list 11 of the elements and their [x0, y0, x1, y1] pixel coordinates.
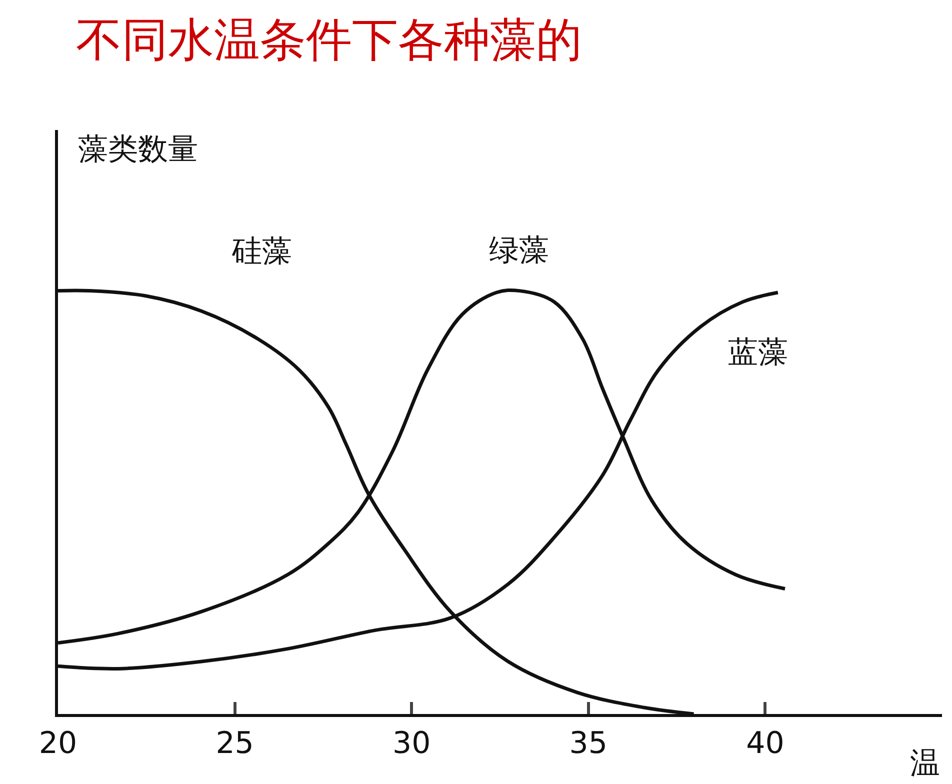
- x-tick-label: 35: [569, 726, 608, 761]
- series-label: 蓝藻: [728, 335, 788, 370]
- x-tick-label: 40: [746, 726, 784, 761]
- series-label: 绿藻: [489, 233, 549, 268]
- y-axis-title: 藻类数量: [78, 132, 198, 167]
- x-tick-label: 30: [392, 726, 431, 761]
- series-label: 硅藻: [231, 234, 292, 269]
- x-axis-title: 温: [910, 746, 940, 781]
- x-tick-label: 20: [38, 726, 78, 761]
- x-tick-label: 25: [216, 726, 254, 761]
- chart-title: 不同水温条件下各种藻的: [76, 12, 582, 67]
